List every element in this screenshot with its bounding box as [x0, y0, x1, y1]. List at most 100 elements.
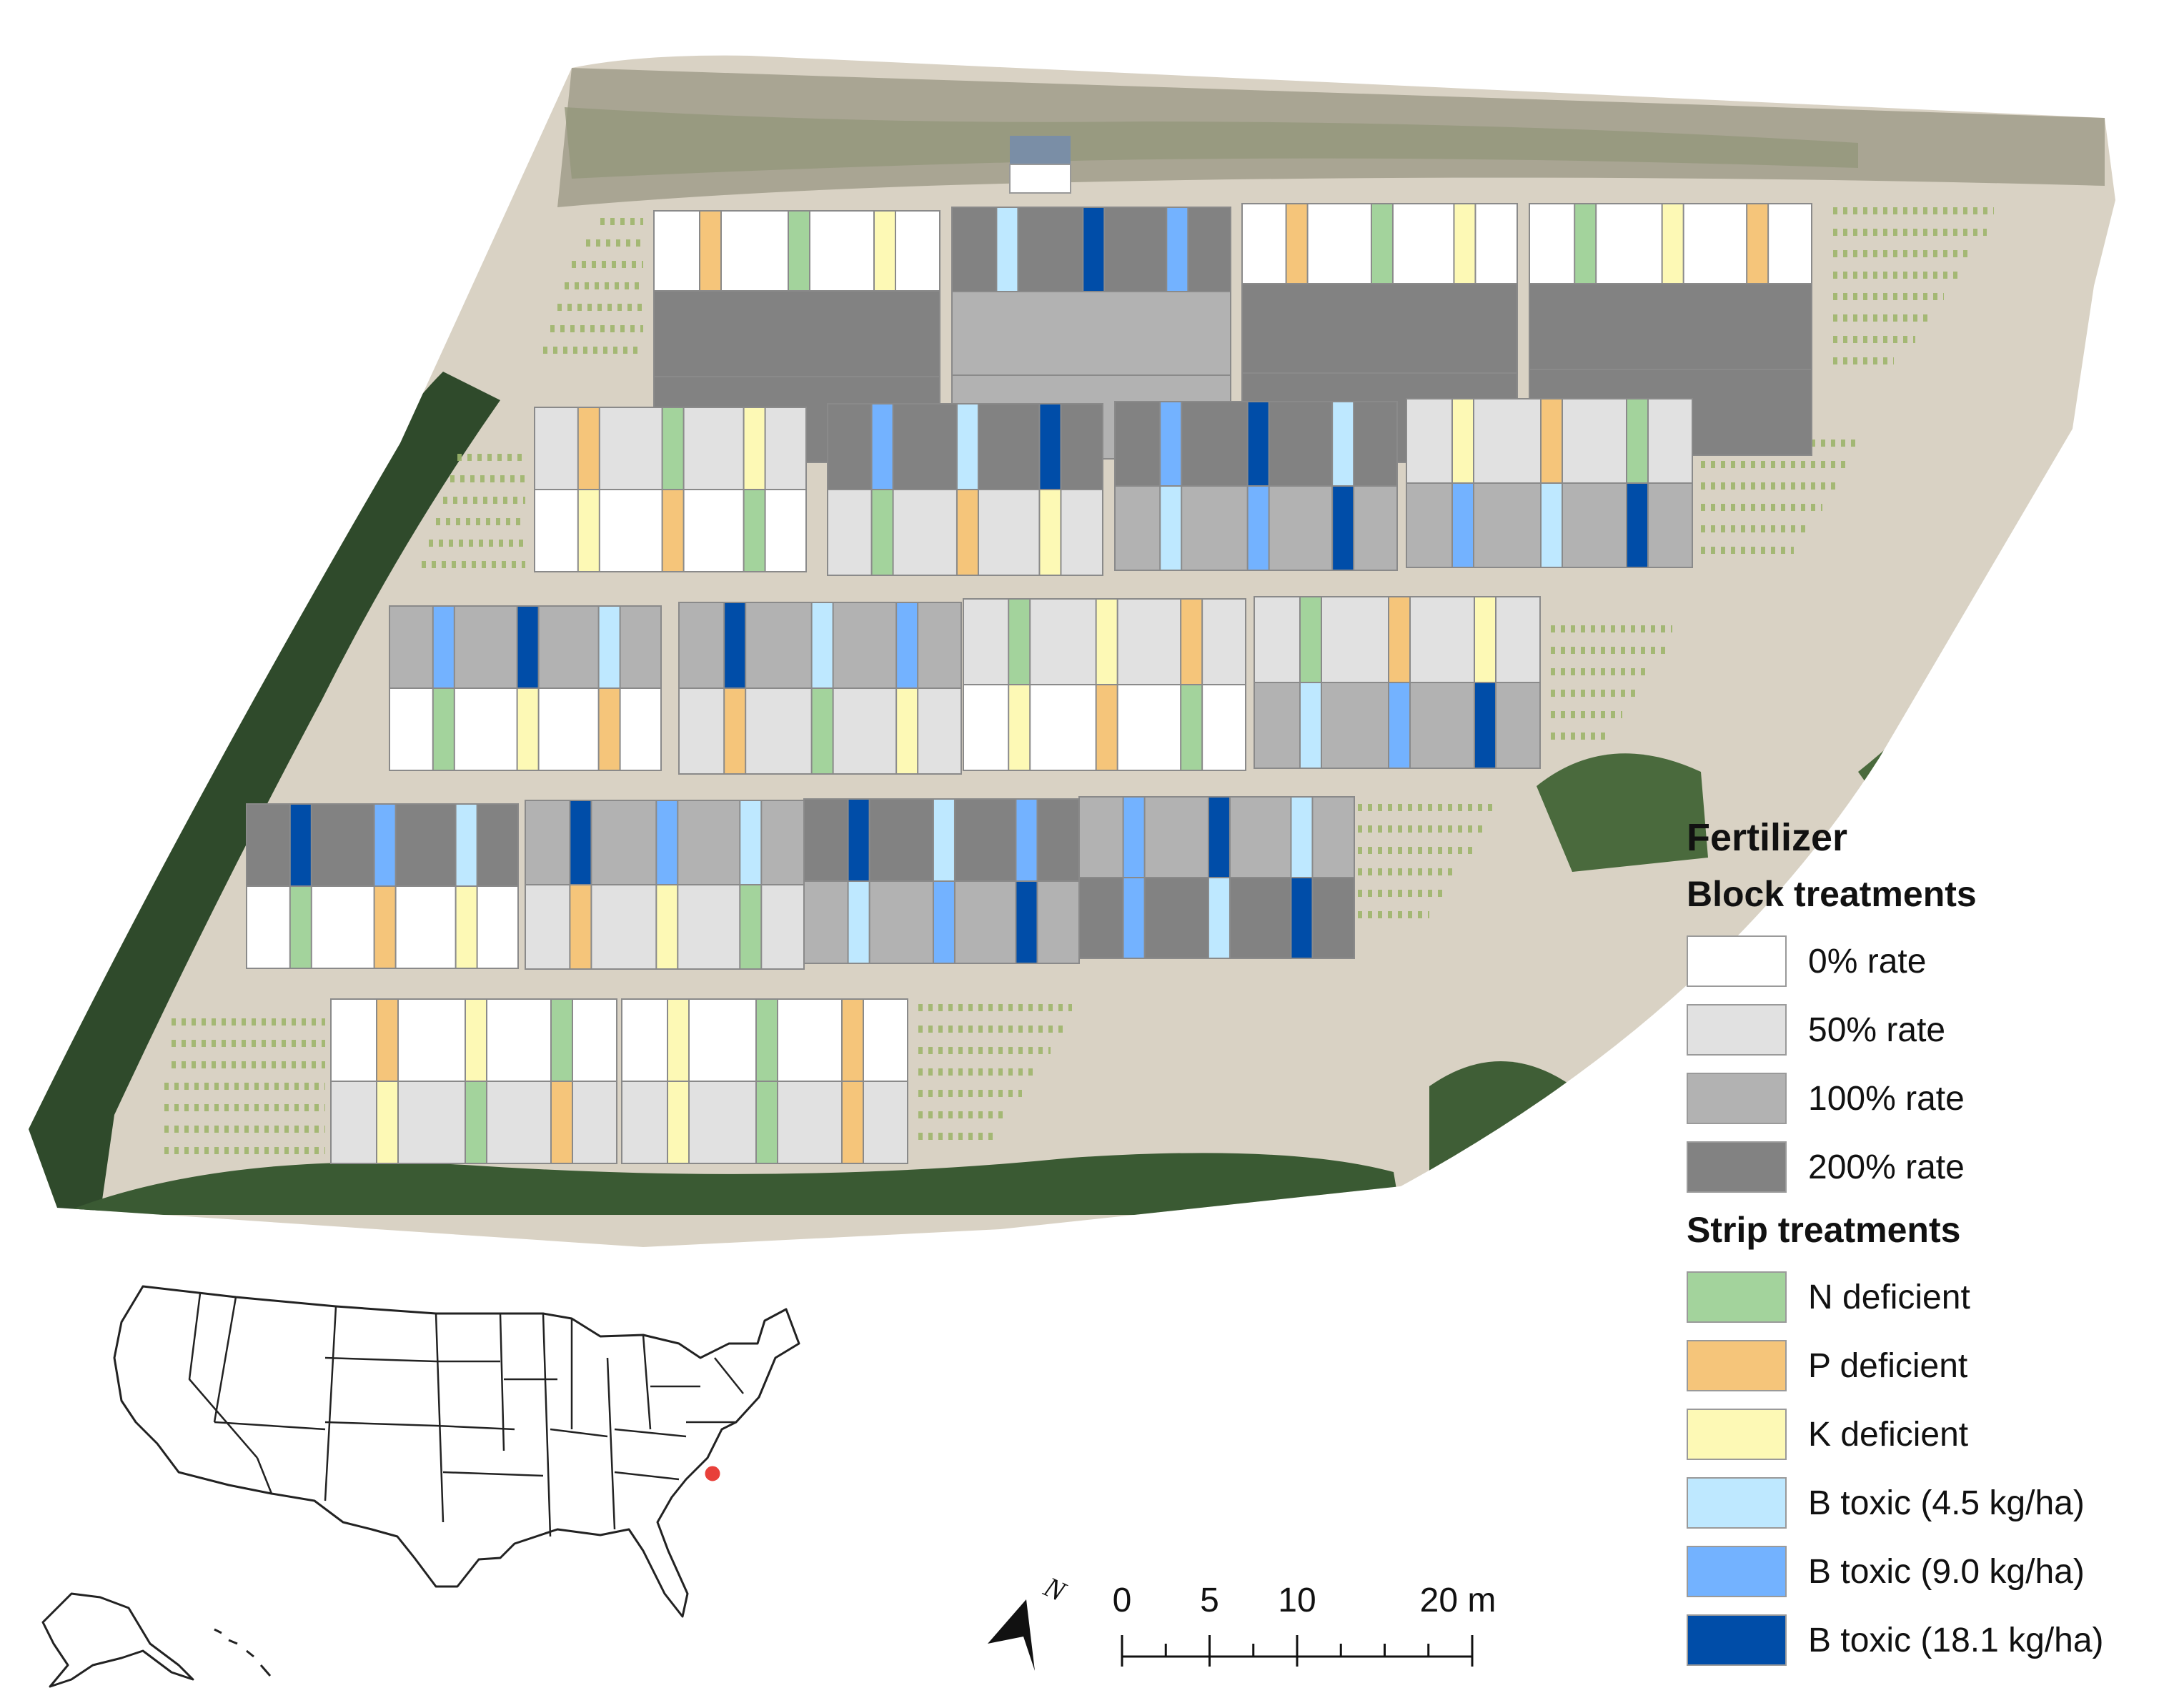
plot-top-strip	[870, 403, 894, 490]
plot-bottom-strip	[739, 884, 763, 970]
strip-legend-item: K deficient	[1687, 1400, 2180, 1469]
plot-bottom-strip	[1290, 877, 1314, 959]
strip-legend-swatch	[1687, 1271, 1787, 1323]
plot-top-strip	[1159, 401, 1183, 487]
plot-top-strip	[1008, 598, 1031, 685]
plot-top-block	[653, 290, 940, 377]
plot-top-strip	[1015, 798, 1038, 882]
plot-top-strip	[699, 210, 722, 292]
plot-top-strip	[569, 800, 592, 885]
plot-bottom-strip	[1015, 880, 1038, 964]
block-legend-item: 50% rate	[1687, 996, 2180, 1064]
plot-top-strip	[289, 803, 312, 887]
treatment-plots	[246, 203, 1812, 1164]
strip-legend-swatch	[1687, 1614, 1787, 1666]
plot-bottom-strip	[1246, 485, 1270, 571]
plot-bottom-strip	[755, 1081, 778, 1164]
strip-legend-swatch	[1687, 1477, 1787, 1529]
north-arrow-label: N	[1038, 1570, 1071, 1608]
plot-bottom-strip	[550, 1081, 573, 1164]
plot-top-strip	[667, 998, 690, 1082]
strip-legend-item: P deficient	[1687, 1331, 2180, 1400]
scale-bar-label: 5	[1200, 1582, 1219, 1619]
plot-top-strip	[655, 800, 679, 885]
plot-top-strip	[516, 605, 540, 689]
strip-legend-item: B toxic (4.5 kg/ha)	[1687, 1469, 2180, 1537]
plot-bottom-strip	[569, 884, 592, 970]
plot-top-strip	[597, 605, 621, 689]
plot-top-strip	[1540, 398, 1563, 484]
block-legend-swatch	[1687, 935, 1787, 987]
plot-bottom-strip	[1331, 485, 1355, 571]
block-legend-swatch	[1687, 1004, 1787, 1056]
strip-legend-swatch	[1687, 1409, 1787, 1460]
plot-bottom-strip	[895, 687, 919, 775]
plot-bottom-strip	[723, 687, 747, 775]
plot-top-strip	[1180, 598, 1203, 685]
plot-bottom-strip	[577, 489, 600, 572]
plot-top-block	[1529, 283, 1812, 370]
strip-legend-swatch	[1687, 1546, 1787, 1597]
strip-legend-item: B toxic (9.0 kg/ha)	[1687, 1537, 2180, 1606]
plot-bottom-strip	[1474, 682, 1496, 769]
block-legend-label: 50% rate	[1808, 1011, 1946, 1049]
plot-top-strip	[996, 207, 1019, 292]
block-legend-swatch	[1687, 1141, 1787, 1193]
plot-top-strip	[1661, 203, 1684, 284]
plot-top-strip	[455, 803, 478, 887]
plot-bottom-strip	[1451, 482, 1474, 568]
strip-legend-label: N deficient	[1808, 1278, 1970, 1316]
plot-bottom-strip	[516, 687, 540, 771]
plot-top-strip	[1095, 598, 1118, 685]
legend: Fertilizer Block treatments 0% rate 50% r…	[1687, 811, 2180, 1674]
plot-bottom-strip	[455, 885, 478, 969]
plot-top-strip	[1290, 796, 1314, 878]
block-legend-label: 200% rate	[1808, 1148, 1965, 1186]
plot-bottom-strip	[432, 687, 455, 771]
strip-legend-item: B toxic (18.1 kg/ha)	[1687, 1606, 2180, 1674]
strip-legend-label: K deficient	[1808, 1415, 1969, 1454]
strip-treatments-heading: Strip treatments	[1687, 1210, 1961, 1250]
plot-top-strip	[739, 800, 763, 885]
plot-bottom-strip	[376, 1081, 399, 1164]
plot-bottom-strip	[1180, 684, 1203, 771]
plot-top-strip	[1746, 203, 1769, 284]
plot-bottom-strip	[1626, 482, 1649, 568]
plot-bottom-strip	[870, 489, 894, 576]
plot-bottom-strip	[932, 880, 955, 964]
plot-bottom-strip	[810, 687, 834, 775]
plot-top-strip	[432, 605, 455, 689]
strip-legend-label: P deficient	[1808, 1346, 1968, 1385]
plot-top-strip	[788, 210, 810, 292]
plot-top-block	[951, 291, 1231, 376]
plot-top-strip	[1453, 203, 1476, 284]
plot-bottom-strip	[289, 885, 312, 969]
strip-legend-swatch	[1687, 1340, 1787, 1391]
plot-bottom-strip	[955, 489, 979, 576]
block-legend-label: 100% rate	[1808, 1079, 1965, 1118]
plot-top-strip	[723, 602, 747, 689]
block-legend-item: 0% rate	[1687, 927, 2180, 996]
scale-bar-label: 10	[1278, 1582, 1316, 1619]
plot-bottom-strip	[1540, 482, 1563, 568]
site-location-marker	[703, 1464, 723, 1484]
plot-top-strip	[1207, 796, 1231, 878]
plot-bottom-strip	[667, 1081, 690, 1164]
plot-top-strip	[1474, 596, 1496, 683]
plot-top-strip	[895, 602, 919, 689]
us-locator-map	[41, 1285, 800, 1688]
plot-bottom-strip	[847, 880, 870, 964]
plot-bottom-strip	[1095, 684, 1118, 771]
strip-legend-label: B toxic (9.0 kg/ha)	[1808, 1552, 2085, 1591]
plot-top-strip	[1574, 203, 1597, 284]
block-legend-label: 0% rate	[1808, 942, 1927, 980]
plot-bottom-strip	[1159, 485, 1183, 571]
plot-top-strip	[1285, 203, 1309, 284]
plot-bottom-strip	[1008, 684, 1031, 771]
plot-bottom-strip	[465, 1081, 487, 1164]
plot-top-strip	[550, 998, 573, 1082]
plot-top-strip	[373, 803, 397, 887]
plot-top-strip	[955, 403, 979, 490]
plot-top-strip	[755, 998, 778, 1082]
